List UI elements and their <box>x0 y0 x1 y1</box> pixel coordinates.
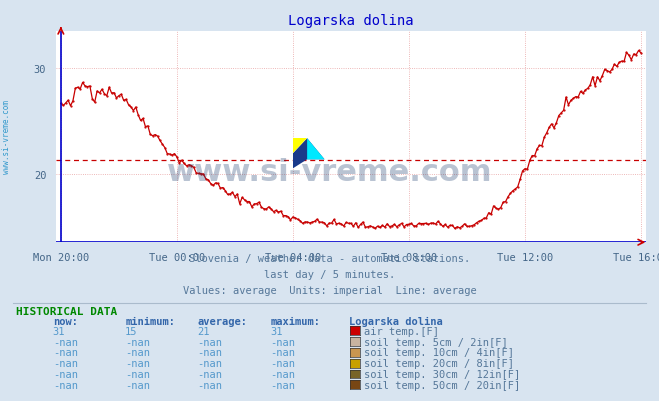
Text: -nan: -nan <box>270 358 295 368</box>
Text: -nan: -nan <box>198 348 223 357</box>
Text: -nan: -nan <box>53 358 78 368</box>
Text: soil temp. 20cm / 8in[F]: soil temp. 20cm / 8in[F] <box>364 358 514 368</box>
Polygon shape <box>293 139 324 169</box>
Text: maximum:: maximum: <box>270 316 320 326</box>
Text: www.si-vreme.com: www.si-vreme.com <box>167 158 492 187</box>
Text: -nan: -nan <box>270 369 295 379</box>
Title: Logarska dolina: Logarska dolina <box>288 14 414 28</box>
Text: Slovenia / weather data - automatic stations.: Slovenia / weather data - automatic stat… <box>189 254 470 263</box>
Text: HISTORICAL DATA: HISTORICAL DATA <box>16 306 118 316</box>
Text: 31: 31 <box>270 326 283 336</box>
Text: -nan: -nan <box>125 337 150 346</box>
Text: -nan: -nan <box>125 369 150 379</box>
Text: -nan: -nan <box>198 380 223 390</box>
Text: Values: average  Units: imperial  Line: average: Values: average Units: imperial Line: av… <box>183 286 476 296</box>
Text: -nan: -nan <box>53 380 78 390</box>
Text: -nan: -nan <box>53 369 78 379</box>
Polygon shape <box>293 139 307 154</box>
Text: soil temp. 5cm / 2in[F]: soil temp. 5cm / 2in[F] <box>364 337 507 346</box>
Text: 21: 21 <box>198 326 210 336</box>
Text: -nan: -nan <box>125 380 150 390</box>
Text: -nan: -nan <box>125 358 150 368</box>
Polygon shape <box>307 139 324 160</box>
Text: soil temp. 30cm / 12in[F]: soil temp. 30cm / 12in[F] <box>364 369 520 379</box>
Text: -nan: -nan <box>125 348 150 357</box>
Text: -nan: -nan <box>53 337 78 346</box>
Text: soil temp. 50cm / 20in[F]: soil temp. 50cm / 20in[F] <box>364 380 520 390</box>
Text: -nan: -nan <box>270 380 295 390</box>
Text: -nan: -nan <box>198 369 223 379</box>
Text: minimum:: minimum: <box>125 316 175 326</box>
Text: -nan: -nan <box>198 358 223 368</box>
Text: -nan: -nan <box>270 348 295 357</box>
Text: air temp.[F]: air temp.[F] <box>364 326 439 336</box>
Text: now:: now: <box>53 316 78 326</box>
Text: -nan: -nan <box>53 348 78 357</box>
Text: average:: average: <box>198 316 248 326</box>
Text: www.si-vreme.com: www.si-vreme.com <box>2 99 11 173</box>
Text: last day / 5 minutes.: last day / 5 minutes. <box>264 270 395 279</box>
Text: 31: 31 <box>53 326 65 336</box>
Text: soil temp. 10cm / 4in[F]: soil temp. 10cm / 4in[F] <box>364 348 514 357</box>
Text: -nan: -nan <box>198 337 223 346</box>
Text: Logarska dolina: Logarska dolina <box>349 316 443 326</box>
Text: -nan: -nan <box>270 337 295 346</box>
Text: 15: 15 <box>125 326 138 336</box>
